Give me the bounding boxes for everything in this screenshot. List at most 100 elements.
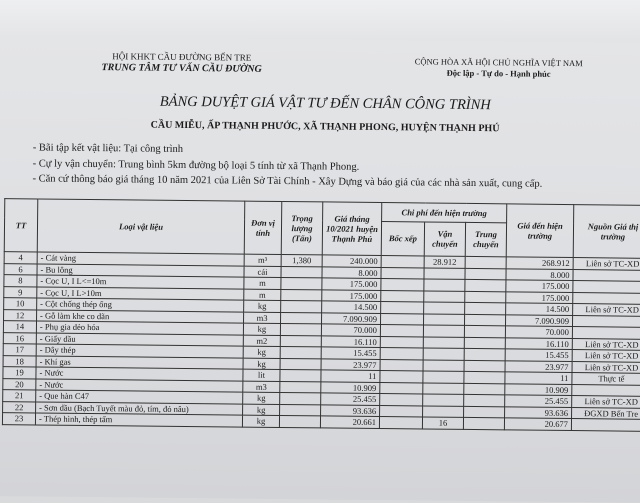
cell-source <box>572 315 640 328</box>
cell-source: Liên sở TC-XD <box>571 395 640 408</box>
cell-loading <box>380 347 424 360</box>
cell-weight <box>280 288 322 301</box>
org-name: TRUNG TÂM TƯ VẤN CẦU ĐƯỜNG <box>101 62 262 75</box>
cell-tt: 17 <box>3 343 37 356</box>
cell-loading <box>379 416 423 429</box>
cell-source: Liên sở TC-XD <box>572 338 640 351</box>
cell-transport <box>423 347 465 360</box>
cell-tt: 6 <box>4 263 38 275</box>
cell-tt: 19 <box>2 366 37 379</box>
cell-weight <box>280 265 323 278</box>
cell-source <box>572 269 640 282</box>
cell-weight <box>279 369 322 382</box>
cell-tt: 20 <box>2 378 36 390</box>
cell-price: 23.977 <box>321 358 381 371</box>
cell-unit: kg <box>242 392 280 404</box>
header-unit: Đơn vị tính <box>244 201 282 255</box>
cell-transport <box>422 405 464 418</box>
cell-weight <box>279 380 321 393</box>
cell-transfer <box>463 371 506 384</box>
cell-transfer <box>464 336 506 349</box>
cell-unit: kg <box>243 357 281 370</box>
cell-price: 240.000 <box>322 254 382 268</box>
cell-price: 8.000 <box>321 266 382 279</box>
cell-weight <box>280 311 322 324</box>
cell-site-price: 10.909 <box>504 383 572 396</box>
cell-loading <box>380 278 424 291</box>
cell-weight <box>280 277 322 290</box>
cell-transfer <box>464 302 506 315</box>
cell-unit: kg <box>242 415 280 427</box>
cell-transport <box>423 324 465 337</box>
cell-transfer <box>463 382 505 395</box>
cell-price: 11 <box>320 369 381 383</box>
cell-weight <box>279 415 321 428</box>
cell-price: 175.000 <box>321 289 381 302</box>
cell-price: 25.455 <box>320 392 380 406</box>
cell-unit: kg <box>243 346 281 358</box>
cell-unit: m3 <box>242 380 280 393</box>
cell-tt: 18 <box>3 355 37 367</box>
cell-tt: 10 <box>3 297 37 310</box>
cell-site-price: 175.000 <box>505 291 573 304</box>
cell-source <box>572 326 640 339</box>
cell-site-price: 14.500 <box>505 302 573 316</box>
cell-site-price: 268.912 <box>506 256 574 270</box>
cell-tt: 23 <box>2 412 36 425</box>
cell-transport <box>423 278 465 291</box>
cell-loading <box>380 301 424 314</box>
cell-source <box>572 280 640 293</box>
cell-transfer <box>464 348 506 361</box>
cell-price: 175.000 <box>321 277 381 291</box>
cell-site-price: 15.455 <box>505 348 573 362</box>
cell-tt: 4 <box>4 251 38 264</box>
organization-header: HỘI KHKT CẦU ĐƯỜNG BẾN TRE TRUNG TÂM TƯ … <box>82 51 282 75</box>
cell-site-price: 93.636 <box>504 406 572 419</box>
header-transport: Vận chuyển <box>424 221 466 257</box>
cell-price: 93.636 <box>320 404 380 417</box>
cell-site-price: 7.090.909 <box>505 314 573 327</box>
header-loading: Bốc xếp <box>381 221 425 256</box>
cell-transfer <box>464 359 506 372</box>
header-cost-group: Chi phí đến hiện trường <box>381 202 507 223</box>
cell-source: ĐGXD Bến Tre <box>571 407 640 420</box>
cell-unit: lit <box>242 369 281 381</box>
cell-loading <box>380 324 424 337</box>
cell-loading <box>380 290 424 302</box>
header-price: Giá tháng 10/2021 huyện Thạnh Phú <box>322 201 382 256</box>
header-weight: Trọng lượng (Tấn) <box>281 201 323 255</box>
cell-price: 7.090.909 <box>321 312 381 325</box>
cell-transport <box>422 382 464 395</box>
cell-transport <box>422 393 464 406</box>
price-table: TT Loại vật liệu Đơn vị tính Trọng lượng… <box>2 198 640 431</box>
cell-transport <box>423 359 465 372</box>
cell-transport: 16 <box>422 416 464 429</box>
cell-transfer <box>464 290 506 303</box>
cell-tt: 9 <box>3 286 37 298</box>
header-material: Loại vật liệu <box>37 198 245 255</box>
cell-site-price: 16.110 <box>505 337 573 350</box>
cell-site-price: 8.000 <box>505 268 574 281</box>
national-header: CỘNG HÒA XÃ HỘI CHỦ NGHĨA VIỆT NAM Độc l… <box>384 56 614 80</box>
notes: - Bãi tập kết vật liệu: Tại công trình -… <box>32 140 542 192</box>
cell-transport <box>423 301 465 314</box>
cell-name: - Thép hình, thép tấm <box>35 412 243 427</box>
cell-price: 20.661 <box>320 415 380 429</box>
cell-price: 70.000 <box>321 323 381 337</box>
cell-transport <box>422 370 465 383</box>
cell-loading <box>380 267 425 279</box>
cell-price: 10.909 <box>320 381 380 394</box>
cell-unit: m2 <box>243 334 281 347</box>
cell-unit: kg <box>243 323 281 335</box>
cell-weight <box>280 357 322 370</box>
cell-unit: kg <box>243 300 281 312</box>
cell-tt: 16 <box>3 332 37 344</box>
cell-transport <box>423 290 465 303</box>
cell-source: Thực tế <box>571 372 640 385</box>
cell-tt: 14 <box>3 320 37 333</box>
document-page: HỘI KHKT CẦU ĐƯỜNG BẾN TRE TRUNG TÂM TƯ … <box>0 36 640 503</box>
cell-price: 14.500 <box>321 300 381 314</box>
cell-loading <box>381 255 425 268</box>
cell-weight <box>280 346 322 359</box>
cell-loading <box>379 405 423 417</box>
